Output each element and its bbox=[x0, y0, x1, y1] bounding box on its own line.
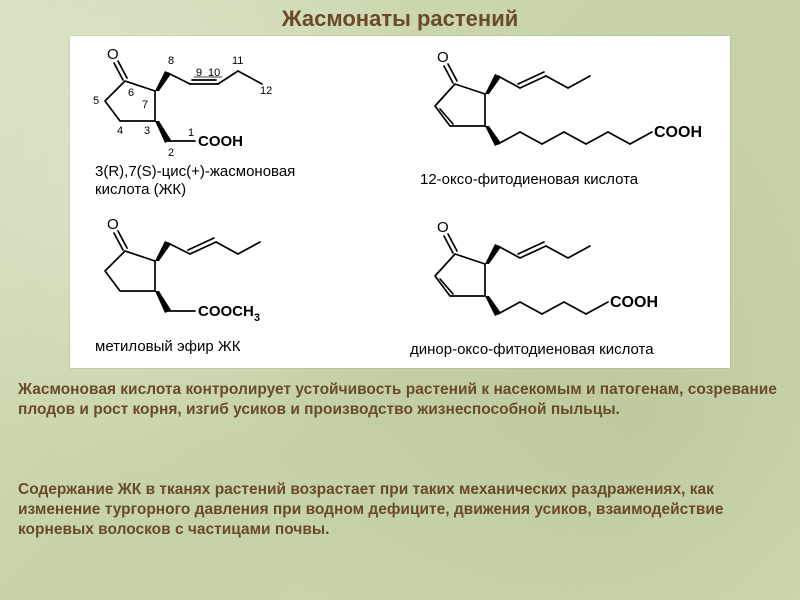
paragraph-2: Содержание ЖК в тканях растений возраста… bbox=[18, 480, 782, 539]
svg-text:метиловый эфир ЖК: метиловый эфир ЖК bbox=[95, 338, 241, 355]
svg-text:5: 5 bbox=[93, 95, 99, 107]
svg-text:O: O bbox=[437, 219, 449, 236]
svg-text:3(R),7(S)-цис(+)-жасмоновая: 3(R),7(S)-цис(+)-жасмоновая bbox=[95, 163, 295, 180]
svg-text:O: O bbox=[107, 216, 119, 233]
svg-text:COOH: COOH bbox=[610, 294, 658, 311]
structures-svg: O COOH 1 2 bbox=[70, 36, 730, 368]
svg-text:7: 7 bbox=[142, 99, 148, 111]
svg-text:2: 2 bbox=[168, 147, 174, 159]
slide-title: Жасмонаты растений bbox=[0, 0, 800, 32]
ja-terminal: COOH bbox=[198, 133, 243, 150]
structure-meja: O COOCH3 метиловый эфир ЖК bbox=[95, 216, 260, 355]
slide: Жасмонаты растений O COOH bbox=[0, 0, 800, 600]
svg-text:12-оксо-фитодиеновая кислота: 12-оксо-фитодиеновая кислота bbox=[420, 171, 639, 188]
structure-dinor: O COOH динор-оксо-фитодиен bbox=[410, 219, 658, 358]
svg-text:кислота (ЖК): кислота (ЖК) bbox=[95, 181, 186, 198]
structure-opda: O COOH bbox=[420, 49, 702, 188]
svg-text:O: O bbox=[437, 49, 449, 66]
chemistry-figure: O COOH 1 2 bbox=[70, 36, 730, 368]
svg-text:6: 6 bbox=[128, 87, 134, 99]
svg-text:COOH: COOH bbox=[654, 124, 702, 141]
structure-ja: O COOH 1 2 bbox=[93, 46, 295, 198]
svg-text:11: 11 bbox=[232, 55, 243, 67]
svg-text:1: 1 bbox=[188, 127, 194, 139]
paragraph-1: Жасмоновая кислота контролирует устойчив… bbox=[18, 380, 782, 420]
ja-ketone-o: O bbox=[107, 46, 119, 63]
svg-text:8: 8 bbox=[168, 55, 174, 67]
svg-text:12: 12 bbox=[260, 85, 272, 97]
svg-text:3: 3 bbox=[144, 125, 150, 137]
svg-text:динор-оксо-фитодиеновая кислот: динор-оксо-фитодиеновая кислота bbox=[410, 341, 654, 358]
svg-text:COOCH3: COOCH3 bbox=[198, 303, 260, 324]
svg-text:4: 4 bbox=[117, 125, 123, 137]
